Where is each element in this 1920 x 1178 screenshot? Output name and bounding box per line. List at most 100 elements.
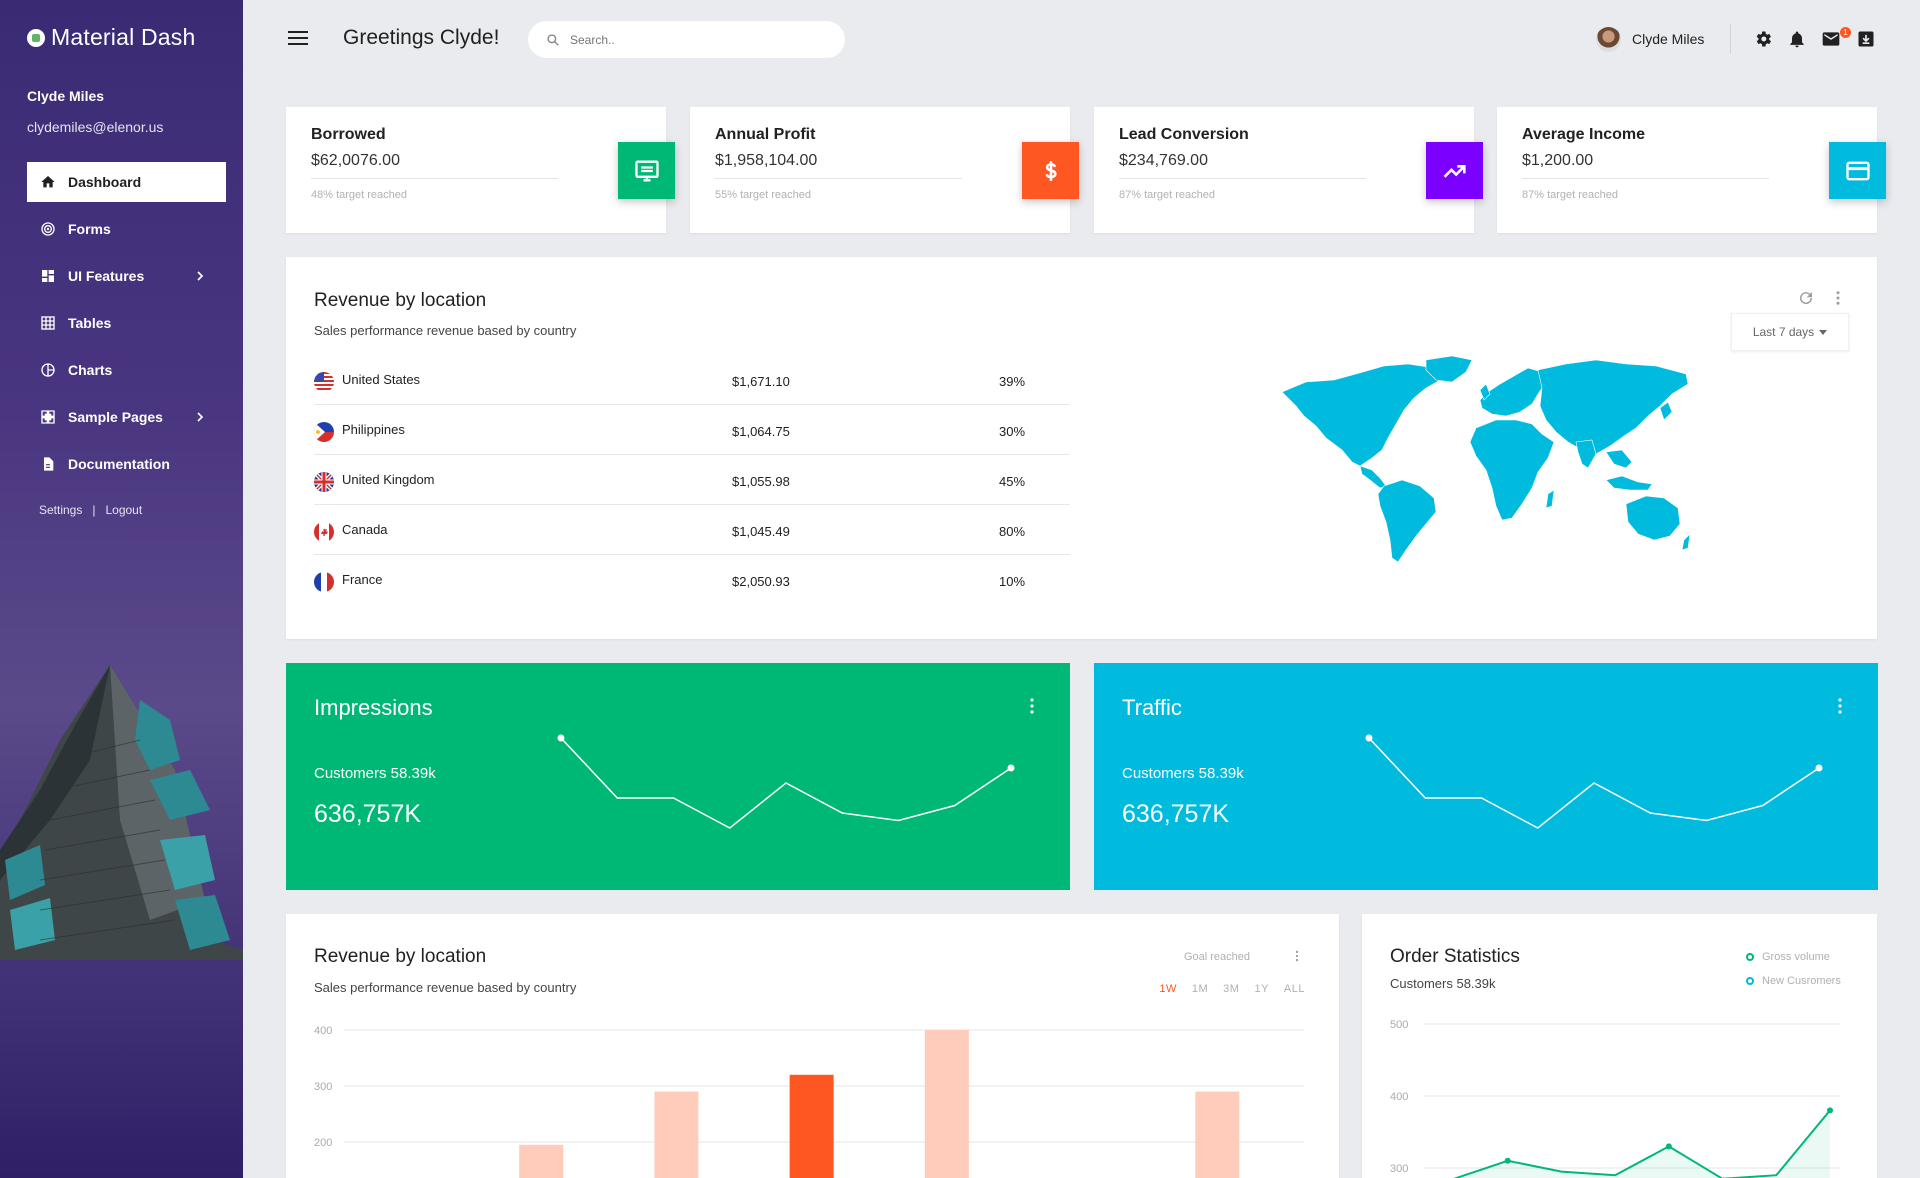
tab-all[interactable]: ALL bbox=[1283, 983, 1305, 995]
table-row[interactable]: United Kingdom $1,055.98 45% bbox=[314, 455, 1070, 505]
sidebar-item-dashboard[interactable]: Dashboard bbox=[27, 162, 226, 202]
country-name: United States bbox=[342, 372, 421, 387]
sparkline-series bbox=[1368, 737, 1820, 829]
topbar-user-name[interactable]: Clyde Miles bbox=[1632, 31, 1705, 47]
stat-title: Annual Profit bbox=[715, 126, 816, 143]
sidebar-item-documentation[interactable]: Documentation bbox=[27, 444, 226, 484]
map-india bbox=[1575, 439, 1597, 469]
map-north-america bbox=[1281, 363, 1445, 467]
country-name: Philippines bbox=[342, 422, 405, 437]
table-row[interactable]: Canada $1,045.49 80% bbox=[314, 505, 1070, 555]
more-vert-icon[interactable] bbox=[1829, 289, 1847, 307]
stat-card-lead-conversion: Lead Conversion $234,769.00 87% target r… bbox=[1094, 107, 1483, 233]
sidebar-item-label: Forms bbox=[68, 221, 111, 237]
table-row[interactable]: Philippines $1,064.75 30% bbox=[314, 405, 1070, 455]
impressions-sparkline bbox=[557, 734, 1015, 829]
ph-flag-icon bbox=[314, 422, 334, 442]
more-vert-icon[interactable] bbox=[1832, 697, 1848, 715]
map-europe bbox=[1479, 367, 1547, 417]
bar[interactable] bbox=[1195, 1091, 1240, 1178]
uk-flag-icon bbox=[314, 472, 334, 492]
sidebar-item-label: Tables bbox=[68, 315, 112, 331]
legend-label: Gross volume bbox=[1762, 951, 1830, 963]
card-value: 636,757K bbox=[314, 800, 422, 828]
stat-card-borrowed: Borrowed $62,0076.00 48% target reached bbox=[286, 107, 675, 233]
sidebar-user-name: Clyde Miles bbox=[27, 88, 105, 104]
home-icon bbox=[40, 174, 56, 190]
tab-1w[interactable]: 1W bbox=[1159, 983, 1177, 995]
page-greeting: Greetings Clyde! bbox=[343, 26, 500, 49]
settings-link[interactable]: Settings bbox=[39, 503, 83, 517]
settings-icon[interactable] bbox=[1753, 29, 1773, 49]
period-dropdown[interactable]: Last 7 days bbox=[1731, 313, 1849, 351]
mail-icon[interactable] bbox=[1821, 29, 1841, 49]
sparkline-point bbox=[1365, 734, 1373, 742]
map-south-america bbox=[1377, 479, 1437, 563]
stat-title: Borrowed bbox=[311, 126, 386, 143]
tab-3m[interactable]: 3M bbox=[1223, 983, 1240, 995]
stat-card-average-income: Average Income $1,200.00 87% target reac… bbox=[1497, 107, 1886, 233]
data-point[interactable] bbox=[1504, 1157, 1511, 1164]
sidebar-footer-links: Settings | Logout bbox=[39, 503, 142, 517]
y-tick-label: 300 bbox=[1390, 1163, 1408, 1175]
more-vert-icon[interactable] bbox=[1290, 948, 1304, 964]
country-name: Canada bbox=[342, 522, 388, 537]
logout-link[interactable]: Logout bbox=[105, 503, 143, 517]
y-tick-label: 400 bbox=[1390, 1091, 1408, 1103]
y-tick-label: 300 bbox=[314, 1081, 332, 1093]
stat-value: $1,958,104.00 bbox=[715, 152, 818, 169]
bar[interactable] bbox=[789, 1074, 834, 1178]
table-icon bbox=[40, 315, 56, 331]
sidebar-user-email: clydemiles@elenor.us bbox=[27, 119, 164, 135]
footer-separator: | bbox=[92, 503, 96, 517]
chevron-right-icon bbox=[192, 268, 208, 284]
sidebar-item-charts[interactable]: Charts bbox=[27, 350, 226, 390]
country-amount: $1,055.98 bbox=[732, 474, 790, 489]
map-central-america bbox=[1359, 465, 1387, 489]
chevron-right-icon bbox=[192, 409, 208, 425]
avatar[interactable] bbox=[1596, 27, 1621, 52]
data-point[interactable] bbox=[1665, 1143, 1672, 1150]
traffic-card: Traffic Customers 58.39k 636,757K bbox=[1094, 663, 1878, 890]
pages-icon bbox=[40, 409, 56, 425]
panel-title: Revenue by location bbox=[314, 290, 487, 311]
sidebar-item-forms[interactable]: Forms bbox=[27, 209, 226, 249]
more-vert-icon[interactable] bbox=[1024, 697, 1040, 715]
country-amount: $2,050.93 bbox=[732, 574, 790, 589]
table-row[interactable]: France $2,050.93 10% bbox=[314, 555, 1070, 605]
stat-title: Average Income bbox=[1522, 126, 1646, 143]
country-percent: 10% bbox=[999, 574, 1026, 589]
table-row[interactable]: United States $1,671.10 39% bbox=[314, 355, 1070, 405]
download-icon[interactable] bbox=[1856, 29, 1876, 49]
monitor-icon bbox=[618, 142, 675, 199]
hamburger-menu-icon[interactable] bbox=[288, 30, 308, 46]
sidebar-item-tables[interactable]: Tables bbox=[27, 303, 226, 343]
brand[interactable]: Material Dash bbox=[27, 24, 196, 51]
data-point[interactable] bbox=[1827, 1107, 1833, 1114]
sidebar-item-ui-features[interactable]: UI Features bbox=[27, 256, 226, 296]
brand-logo-icon bbox=[27, 28, 45, 47]
tab-1m[interactable]: 1M bbox=[1191, 983, 1209, 995]
bar[interactable] bbox=[924, 1030, 969, 1178]
brand-name: Material Dash bbox=[51, 24, 196, 50]
stat-value: $1,200.00 bbox=[1522, 152, 1594, 169]
panel-title: Revenue by location bbox=[314, 946, 487, 967]
tab-1y[interactable]: 1Y bbox=[1254, 983, 1269, 995]
search-input[interactable] bbox=[570, 32, 810, 47]
sidebar-item-label: Charts bbox=[68, 362, 113, 378]
bar[interactable] bbox=[654, 1091, 699, 1178]
sidebar-nav: Dashboard Forms UI Features Tables bbox=[27, 162, 226, 491]
stat-value: $234,769.00 bbox=[1119, 152, 1208, 169]
sidebar-item-label: Dashboard bbox=[68, 174, 142, 190]
panel-title: Order Statistics bbox=[1390, 946, 1520, 967]
country-amount: $1,045.49 bbox=[732, 524, 790, 539]
country-name: United Kingdom bbox=[342, 472, 435, 487]
card-title: Traffic bbox=[1122, 695, 1182, 720]
refresh-icon[interactable] bbox=[1797, 289, 1815, 307]
traffic-sparkline bbox=[1365, 734, 1823, 829]
bar[interactable] bbox=[519, 1144, 564, 1178]
country-percent: 45% bbox=[999, 474, 1026, 489]
sidebar-item-sample-pages[interactable]: Sample Pages bbox=[27, 397, 226, 437]
bell-icon[interactable] bbox=[1787, 29, 1807, 49]
sparkline-series bbox=[560, 737, 1012, 829]
